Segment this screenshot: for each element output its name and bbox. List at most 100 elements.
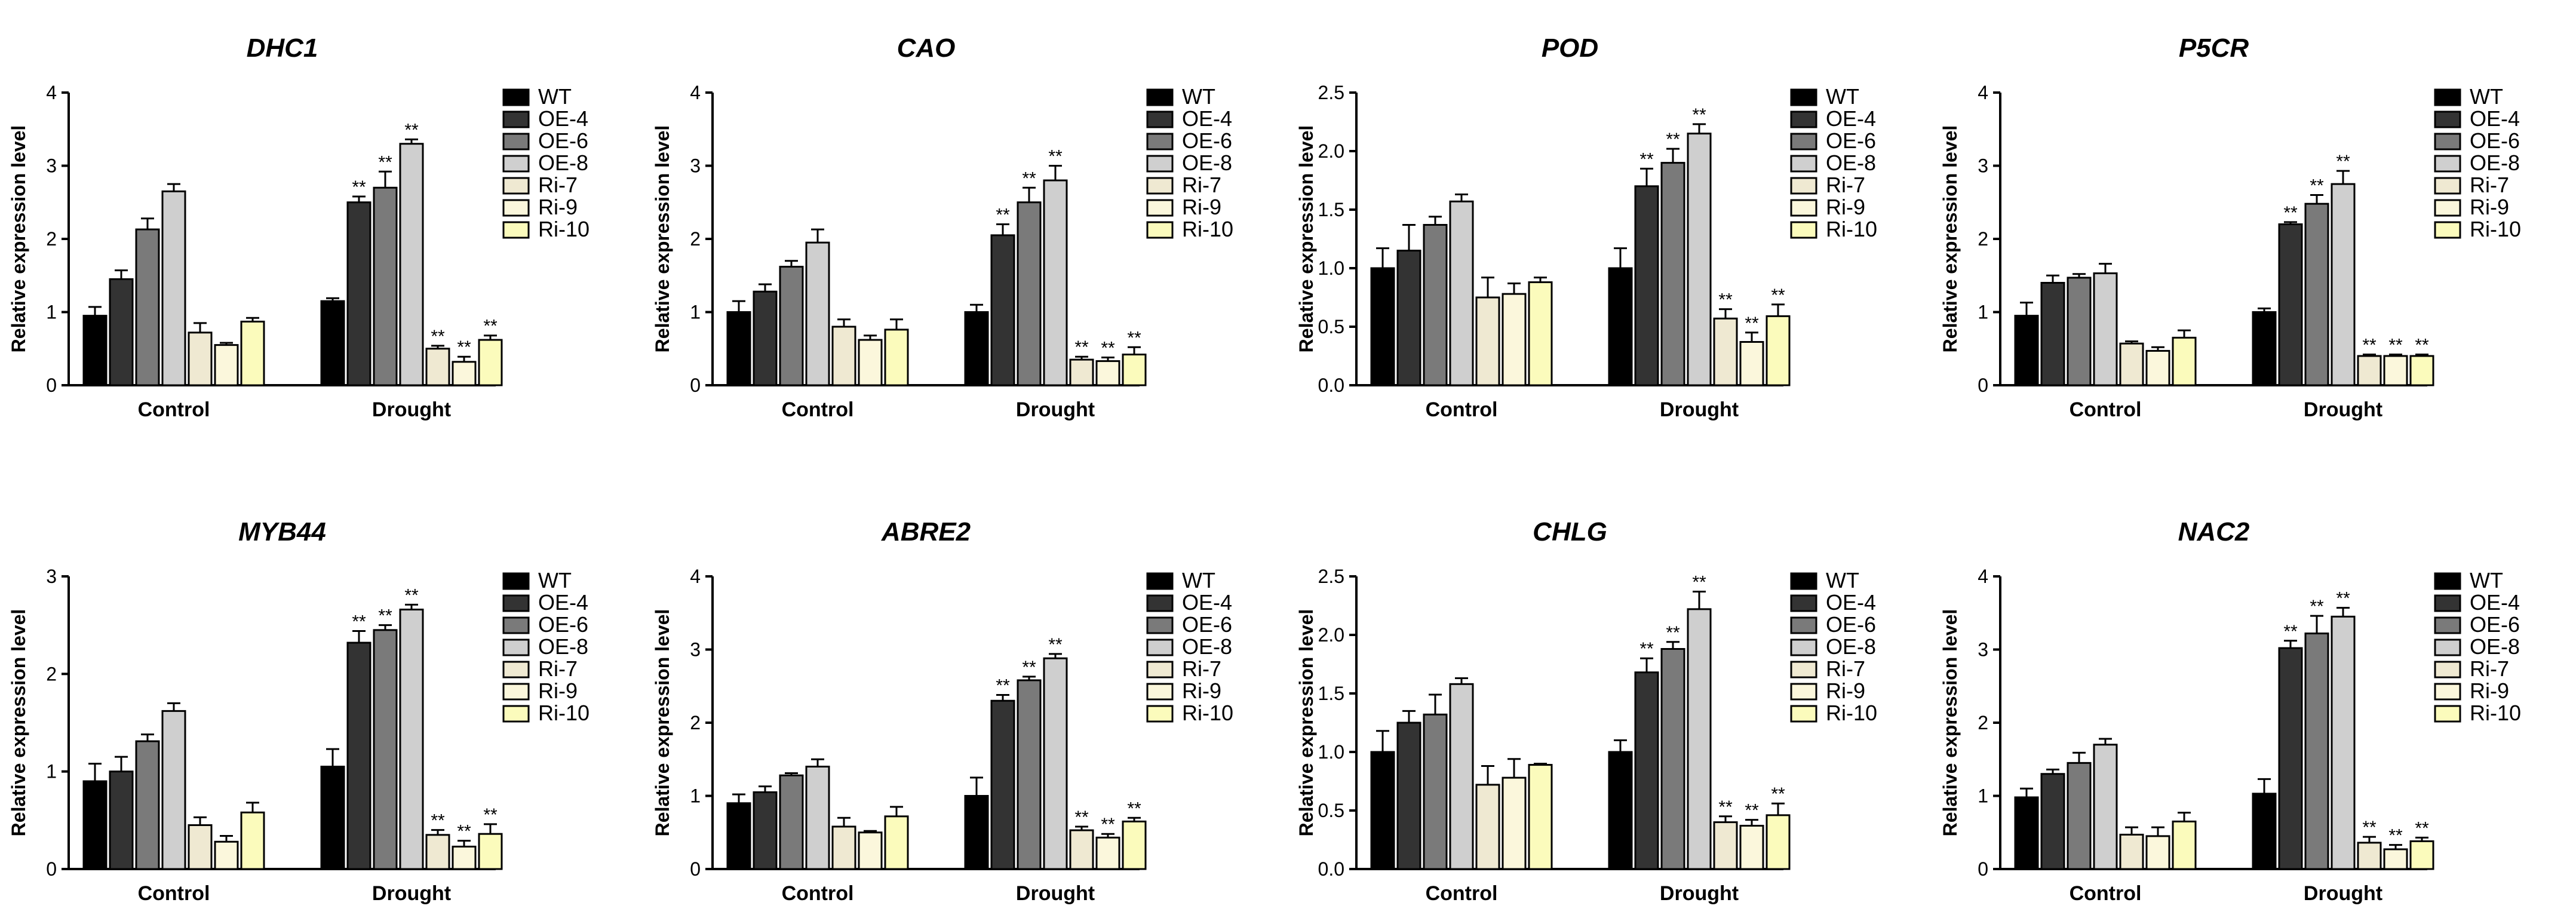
significance-label: ** (2415, 336, 2429, 355)
significance-label: ** (2283, 203, 2298, 223)
significance-label: ** (2388, 336, 2403, 355)
bar-ri-10-drought (1766, 814, 1791, 870)
bar-wt-drought (2252, 793, 2277, 870)
y-tick-label: 1.5 (1318, 683, 1344, 704)
significance-label: ** (378, 606, 392, 626)
bar-wt-drought (1608, 751, 1633, 870)
legend-swatch-ri-7 (502, 661, 530, 679)
chart-panel-myb44: MYB44 Relative expression level 0 1 2 3 Contro… (8, 517, 589, 905)
y-tick-label: 0.0 (1318, 858, 1344, 880)
bar-oe-6-drought (2304, 202, 2329, 386)
legend-swatch-oe-8 (2434, 638, 2461, 656)
legend-swatch-oe-6 (1146, 616, 1174, 634)
bar-wt-control (726, 802, 751, 870)
bar-oe-8-drought (399, 143, 424, 386)
bar-ri-10-drought (478, 833, 503, 870)
chart-panel-cao: CAO Relative expression level 0 1 2 3 4 Control… (652, 33, 1233, 421)
legend-label-oe-8: OE-8 (2470, 151, 2520, 175)
bar-oe-6-control (1423, 223, 1448, 386)
legend-swatch-ri-9 (1790, 683, 1817, 701)
legend-label-ri-9: Ri-9 (1826, 679, 1865, 703)
bar-oe-4-control (1396, 722, 1421, 870)
bar-ri-9-drought (1739, 824, 1764, 870)
significance-label: ** (404, 120, 419, 140)
y-tick-label: 3 (46, 566, 57, 587)
legend-swatch-ri-10 (1790, 705, 1817, 723)
y-tick-label: 0.5 (1318, 800, 1344, 821)
bar-ri-10-control (240, 811, 265, 870)
y-axis-label: Relative expression level (652, 125, 673, 353)
x-category-label: Drought (2304, 398, 2382, 421)
significance-label: ** (996, 676, 1010, 695)
y-tick-label: 2 (1978, 712, 1988, 733)
bar-oe-4-drought (2278, 223, 2303, 386)
bar-ri-7-control (831, 825, 856, 870)
legend-label-oe-4: OE-4 (1826, 106, 1876, 131)
bar-ri-7-control (831, 326, 856, 386)
legend-swatch-oe-8 (2434, 155, 2461, 173)
significance-label: ** (1639, 639, 1654, 659)
significance-label: ** (2283, 622, 2298, 641)
legend-label-oe-4: OE-4 (1826, 590, 1876, 615)
x-category-label: Control (782, 882, 854, 905)
bar-ri-10-control (2172, 820, 2197, 870)
y-tick-label: 1.0 (1318, 741, 1344, 763)
x-category-label: Drought (1660, 398, 1739, 421)
legend-label-oe-8: OE-8 (538, 151, 588, 175)
legend-label-oe-6: OE-6 (1826, 612, 1876, 637)
legend-label-ri-9: Ri-9 (2470, 679, 2509, 703)
bar-oe-4-control (2040, 773, 2065, 870)
y-axis-label: Relative expression level (1939, 125, 1961, 353)
chart-title: NAC2 (2178, 517, 2250, 547)
legend-label-ri-10: Ri-10 (538, 701, 589, 725)
bar-wt-drought (2252, 311, 2277, 386)
bar-ri-9-control (1502, 293, 1527, 386)
bar-oe-4-drought (346, 641, 371, 870)
y-tick-label: 2.0 (1318, 624, 1344, 646)
legend-swatch-ri-7 (1146, 177, 1174, 195)
bar-oe-6-control (779, 266, 804, 386)
legend-label-wt: WT (538, 84, 572, 109)
legend-label-wt: WT (1182, 84, 1215, 109)
y-tick-label: 1 (690, 302, 701, 323)
bar-ri-7-control (2119, 342, 2144, 386)
legend-swatch-wt (1790, 88, 1817, 106)
legend-label-ri-7: Ri-7 (2470, 173, 2509, 197)
legend-swatch-ri-9 (1146, 199, 1174, 217)
y-tick-label: 0 (46, 374, 57, 396)
bar-oe-8-control (805, 766, 830, 870)
legend-swatch-oe-4 (1790, 110, 1817, 128)
bar-ri-10-control (884, 815, 909, 870)
bar-ri-7-drought (1069, 358, 1094, 386)
significance-label: ** (1127, 799, 1141, 818)
y-tick-label: 3 (1978, 155, 1988, 177)
bar-ri-7-drought (1069, 829, 1094, 870)
significance-label: ** (2336, 152, 2350, 171)
significance-label: ** (1718, 797, 1733, 817)
significance-label: ** (1666, 623, 1680, 643)
legend-label-oe-8: OE-8 (1826, 634, 1876, 659)
legend-label-oe-4: OE-4 (538, 106, 588, 131)
significance-label: ** (2362, 336, 2377, 355)
significance-label: ** (1771, 784, 1785, 804)
y-tick-label: 3 (46, 155, 57, 177)
y-tick-label: 2 (46, 228, 57, 250)
legend-label-oe-6: OE-6 (2470, 128, 2520, 153)
x-category-label: Drought (2304, 882, 2382, 905)
legend-swatch-oe-4 (1790, 594, 1817, 612)
legend-label-oe-4: OE-4 (2470, 106, 2520, 131)
legend-label-wt: WT (1182, 568, 1215, 592)
bar-ri-9-control (214, 344, 239, 386)
bar-ri-9-control (2145, 349, 2170, 386)
legend-label-wt: WT (1826, 568, 1859, 592)
legend-swatch-ri-10 (2434, 705, 2461, 723)
y-tick-label: 0 (690, 858, 701, 880)
legend-label-wt: WT (2470, 84, 2503, 109)
bar-ri-9-control (858, 831, 883, 870)
legend-swatch-ri-9 (2434, 683, 2461, 701)
legend-swatch-wt (1146, 88, 1174, 106)
bar-wt-control (1370, 267, 1395, 386)
legend-label-oe-8: OE-8 (538, 634, 588, 659)
y-tick-label: 0.5 (1318, 316, 1344, 337)
bar-ri-10-control (240, 320, 265, 386)
